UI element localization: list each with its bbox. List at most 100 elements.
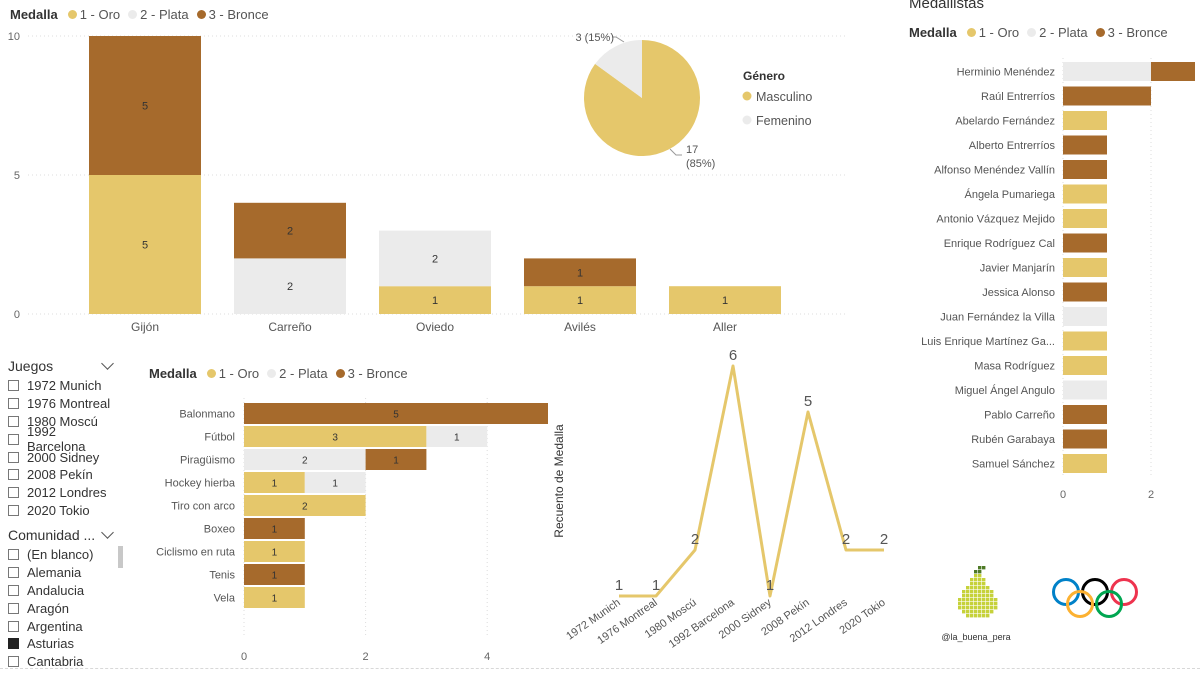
genero-pie-chart[interactable]: 3 (15%) 17 (85%) Género Masculino Femenino — [575, 32, 812, 170]
bar-bronce[interactable] — [1151, 62, 1195, 81]
bar-oro[interactable] — [1063, 184, 1107, 204]
bar-plata[interactable] — [234, 258, 346, 314]
slicer-comunidad-header[interactable]: Comunidad ... — [8, 526, 118, 543]
slicer-comunidad-item[interactable]: Andalucia — [8, 582, 118, 600]
pear-pixel — [986, 590, 990, 594]
checkbox[interactable] — [8, 504, 19, 516]
bar-oro[interactable] — [244, 426, 427, 447]
bar-plata[interactable] — [1063, 62, 1151, 81]
data-label: 1 — [272, 525, 278, 536]
slicer-juegos-header[interactable]: Juegos — [8, 357, 118, 374]
bar-oro[interactable] — [379, 286, 491, 314]
legend-title: Medalla — [149, 366, 197, 381]
bar-oro[interactable] — [244, 587, 305, 608]
slicer-comunidad-item[interactable]: Asturias — [8, 635, 118, 653]
chevron-down-icon[interactable] — [101, 357, 114, 370]
pear-pixel — [994, 598, 998, 602]
slicer-juegos-item-label: 1972 Munich — [27, 378, 102, 394]
data-label: 1 — [615, 577, 623, 594]
bar-oro[interactable] — [1063, 454, 1107, 473]
slicer-juegos-item[interactable]: 2020 Tokio — [8, 502, 118, 520]
slicer-juegos[interactable]: Juegos 1972 Munich 1976 Montreal 1980 Mosc… — [8, 357, 118, 520]
slicer-scrollbar[interactable] — [118, 546, 123, 568]
slicer-juegos-item[interactable]: 2000 Sidney — [8, 448, 118, 466]
pie-slice-masculino[interactable] — [584, 40, 701, 156]
medallistas-chart[interactable]: 0 2 Herminio Menéndez Raúl Entrerríos Abelar… — [921, 58, 1195, 501]
bar-bronce[interactable] — [1063, 233, 1107, 253]
pear-pixel — [970, 606, 974, 610]
checkbox[interactable] — [8, 602, 19, 614]
slicer-comunidad-item[interactable]: Cantabria — [8, 653, 118, 671]
slicer-juegos-item[interactable]: 1972 Munich — [8, 377, 118, 395]
deportes-chart[interactable]: 0 2 4 Balonmano 5 Fútbol 3 1 Piragüismo 2 1 Hockey … — [156, 398, 548, 663]
line-series[interactable] — [619, 364, 884, 598]
municipios-chart[interactable]: 0 5 10 5 5 Gijón 2 2 Carreño 1 2 Oviedo 1 1 Avilés 1 All… — [8, 31, 845, 334]
checkbox[interactable] — [8, 398, 19, 410]
slicer-comunidad-item[interactable]: Argentina — [8, 617, 118, 635]
bar-oro[interactable] — [1063, 356, 1107, 375]
slicer-juegos-item[interactable]: 1992 Barcelona — [8, 424, 118, 454]
legend-masculino-label: Masculino — [756, 90, 812, 104]
chevron-down-icon[interactable] — [101, 526, 114, 539]
bar-oro[interactable] — [244, 495, 366, 516]
bar-plata[interactable] — [304, 472, 366, 493]
bar-oro[interactable] — [524, 286, 636, 314]
bar-bronce[interactable] — [244, 518, 305, 539]
bar-bronce[interactable] — [365, 449, 427, 470]
slicer-comunidad-item[interactable]: Alemania — [8, 564, 118, 582]
bar-bronce[interactable] — [1063, 282, 1107, 302]
bar-oro[interactable] — [244, 541, 305, 562]
legend-oro-swatch — [206, 369, 216, 378]
bar-bronce[interactable] — [244, 403, 548, 424]
bar-bronce[interactable] — [1063, 86, 1151, 106]
slicer-juegos-item[interactable]: 2008 Pekín — [8, 466, 118, 484]
checkbox[interactable] — [8, 469, 19, 481]
pie-label-masculino: 17 — [686, 144, 698, 156]
slicer-comunidad-item[interactable]: (En blanco) — [8, 546, 118, 564]
bar-bronce[interactable] — [1063, 405, 1107, 424]
bar-oro[interactable] — [1063, 258, 1107, 277]
bar-oro[interactable] — [669, 286, 781, 314]
bar-plata[interactable] — [244, 449, 366, 470]
slicer-juegos-item[interactable]: 1980 Moscú — [8, 413, 118, 431]
slicer-juegos-item[interactable]: 2012 Londres — [8, 484, 118, 502]
bar-bronce[interactable] — [244, 564, 305, 585]
bar-bronce[interactable] — [1063, 135, 1107, 155]
slicer-comunidad-item[interactable]: Aragón — [8, 599, 118, 617]
bar-oro[interactable] — [1063, 111, 1107, 130]
bar-plata[interactable] — [1063, 307, 1107, 326]
medallistas-title: Medallistas — [909, 0, 985, 12]
bar-oro[interactable] — [244, 472, 305, 493]
checkbox[interactable] — [8, 380, 19, 392]
pie-slice-femenino[interactable] — [595, 40, 642, 98]
checkbox[interactable] — [8, 415, 19, 427]
checkbox[interactable] — [8, 487, 19, 499]
checkbox[interactable] — [8, 620, 19, 632]
bar-oro[interactable] — [89, 175, 201, 314]
bar-oro[interactable] — [1063, 209, 1107, 228]
bar-plata[interactable] — [379, 230, 491, 287]
bar-bronce[interactable] — [89, 36, 201, 175]
checkbox[interactable] — [8, 656, 19, 668]
bar-bronce[interactable] — [234, 202, 346, 259]
checkbox[interactable] — [8, 451, 19, 463]
slicer-comunidad[interactable]: Comunidad ... (En blanco) Alemania Andaluc… — [8, 526, 123, 671]
slicer-juegos-item[interactable]: 1976 Montreal — [8, 395, 118, 413]
bar-bronce[interactable] — [1063, 429, 1107, 449]
checkbox[interactable] — [8, 433, 19, 445]
bar-plata[interactable] — [1063, 380, 1107, 400]
pear-pixel — [962, 606, 966, 610]
pear-pixel — [982, 614, 986, 618]
bar-oro[interactable] — [1063, 331, 1107, 351]
bar-bronce[interactable] — [1063, 160, 1107, 179]
checkbox[interactable] — [8, 567, 19, 579]
checkbox[interactable] — [8, 638, 19, 650]
checkbox[interactable] — [8, 549, 19, 561]
bar-plata[interactable] — [426, 426, 488, 447]
checkbox[interactable] — [8, 584, 19, 596]
bar-bronce[interactable] — [524, 258, 636, 287]
pear-pixel — [974, 578, 978, 582]
data-label: 1 — [577, 295, 583, 307]
